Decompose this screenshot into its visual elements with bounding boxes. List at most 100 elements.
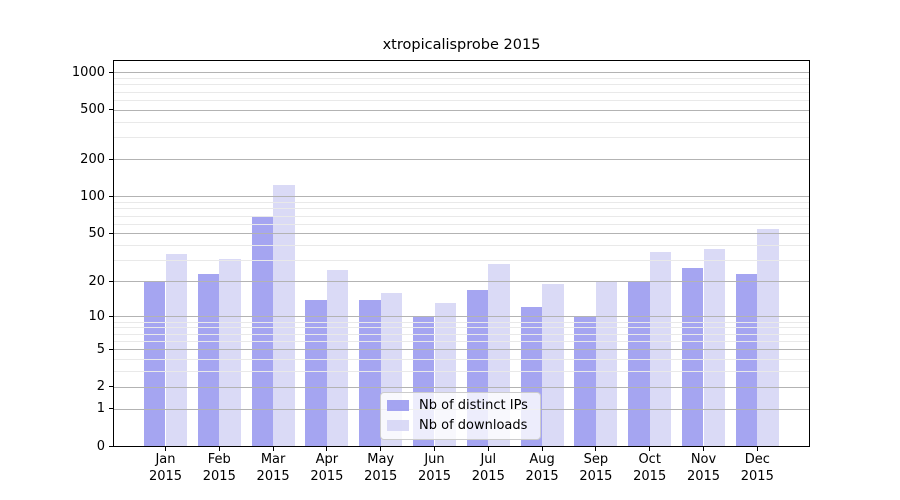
bar-sep-distinct-ips <box>574 316 596 446</box>
minor-gridline <box>114 137 809 139</box>
x-tick-year: 2015 <box>202 468 236 484</box>
major-gridline <box>114 281 809 283</box>
x-tick-mark <box>218 447 220 451</box>
major-gridline <box>114 72 809 74</box>
legend-row: Nb of downloads <box>387 418 528 433</box>
minor-gridline <box>114 208 809 210</box>
x-tick-year: 2015 <box>579 468 613 484</box>
y-tick-label: 1 <box>96 401 105 417</box>
y-tick-label: 2 <box>96 379 105 395</box>
x-tick-label: Apr 2015 <box>295 452 359 485</box>
x-tick-label: Aug 2015 <box>510 452 574 485</box>
minor-gridline <box>114 260 809 262</box>
bar-dec-distinct-ips <box>735 274 758 446</box>
x-tick-month: Apr <box>315 452 339 467</box>
minor-gridline <box>114 340 809 342</box>
minor-gridline <box>114 202 809 204</box>
minor-gridline <box>114 371 809 373</box>
x-tick-month: Dec <box>744 452 770 467</box>
x-tick-mark <box>541 447 543 451</box>
plot-area <box>113 60 810 447</box>
minor-gridline <box>114 84 809 86</box>
minor-gridline <box>114 321 809 323</box>
x-tick-year: 2015 <box>148 468 183 484</box>
bar-feb-distinct-ips <box>197 274 220 446</box>
bar-dec-downloads <box>757 229 779 446</box>
x-tick-mark <box>703 447 704 451</box>
minor-gridline <box>114 215 809 217</box>
y-tick-label: 10 <box>88 308 105 324</box>
x-tick-mark <box>434 447 435 451</box>
x-tick-year: 2015 <box>633 468 667 484</box>
x-tick-year: 2015 <box>256 468 290 484</box>
bar-feb-downloads <box>219 258 241 446</box>
x-tick-mark <box>326 447 328 451</box>
y-tick-mark <box>109 280 113 282</box>
y-tick-label: 0 <box>96 438 105 454</box>
legend-label-downloads: Nb of downloads <box>419 418 528 433</box>
x-tick-mark <box>165 447 166 451</box>
x-tick-month: Feb <box>207 452 231 467</box>
minor-gridline <box>114 223 809 225</box>
x-tick-mark <box>595 447 597 451</box>
x-tick-month: Jul <box>480 452 497 467</box>
x-tick-label: Mar 2015 <box>241 452 305 485</box>
legend-swatch-downloads <box>387 420 409 431</box>
legend-row: Nb of distinct IPs <box>387 398 528 413</box>
x-tick-mark <box>272 447 274 451</box>
x-tick-year: 2015 <box>364 468 398 484</box>
bar-mar-distinct-ips <box>251 217 274 446</box>
x-tick-label: Nov 2015 <box>672 452 736 485</box>
x-tick-mark <box>649 447 651 451</box>
x-tick-year: 2015 <box>417 468 452 484</box>
y-tick-mark <box>109 232 113 234</box>
y-tick-mark <box>109 109 113 111</box>
bar-nov-distinct-ips <box>681 267 704 446</box>
bar-oct-distinct-ips <box>628 281 650 446</box>
y-tick-label: 5 <box>96 341 105 357</box>
y-tick-mark <box>109 445 113 447</box>
x-tick-label: Oct 2015 <box>618 452 682 485</box>
x-tick-label: Jan 2015 <box>134 452 198 485</box>
y-tick-label: 1000 <box>71 64 105 80</box>
y-tick-mark <box>109 386 113 388</box>
x-tick-label: Feb 2015 <box>187 452 251 485</box>
major-gridline <box>114 316 809 318</box>
x-tick-label: Jun 2015 <box>403 452 467 485</box>
x-tick-mark <box>380 447 382 451</box>
legend-swatch-distinct-ips <box>387 400 409 411</box>
major-gridline <box>114 386 809 388</box>
minor-gridline <box>114 78 809 80</box>
minor-gridline <box>114 358 809 360</box>
major-gridline <box>114 159 809 161</box>
minor-gridline <box>114 333 809 335</box>
y-tick-mark <box>109 348 113 350</box>
x-tick-mark <box>756 447 758 451</box>
y-tick-mark <box>109 158 113 160</box>
x-tick-month: Sep <box>583 452 609 467</box>
legend-label-distinct-ips: Nb of distinct IPs <box>419 398 528 413</box>
x-tick-month: Oct <box>638 452 661 467</box>
y-tick-mark <box>109 315 113 317</box>
y-tick-label: 50 <box>88 225 105 241</box>
chart-title: xtropicalisprobe 2015 <box>382 37 541 53</box>
y-tick-label: 20 <box>88 273 105 289</box>
bar-jan-distinct-ips <box>143 281 166 446</box>
minor-gridline <box>114 327 809 329</box>
y-tick-mark <box>109 408 113 410</box>
bar-mar-downloads <box>273 184 295 446</box>
major-gridline <box>114 233 809 235</box>
y-tick-label: 200 <box>80 151 105 167</box>
x-tick-month: Aug <box>529 452 555 467</box>
y-tick-label: 500 <box>80 102 105 118</box>
x-tick-label: Dec 2015 <box>725 452 789 485</box>
x-tick-label: Sep 2015 <box>564 452 628 485</box>
bar-nov-downloads <box>703 249 726 446</box>
x-tick-year: 2015 <box>686 468 721 484</box>
x-tick-year: 2015 <box>471 468 505 484</box>
x-tick-label: May 2015 <box>349 452 413 485</box>
major-gridline <box>114 109 809 111</box>
bar-apr-downloads <box>326 269 349 446</box>
x-tick-month: Jan <box>155 452 176 467</box>
